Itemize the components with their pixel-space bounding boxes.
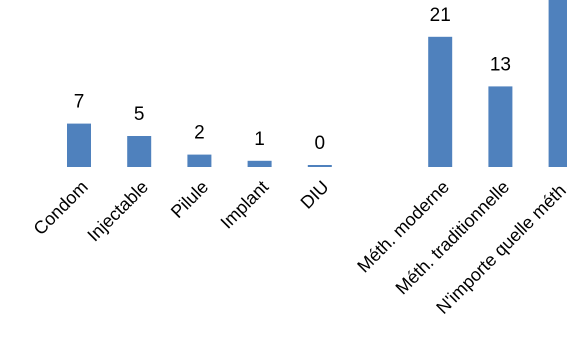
category-label-diu: DIU: [297, 177, 333, 213]
category-label-injectable: Injectable: [83, 177, 152, 246]
data-label-m-th-moderne: 21: [430, 5, 451, 26]
data-label-pilule: 2: [194, 123, 205, 144]
category-label-m-th-traditionnelle: Méth. traditionnelle: [392, 177, 514, 299]
data-label-injectable: 5: [134, 104, 145, 125]
data-label-condom: 7: [74, 92, 85, 113]
data-label-m-th-traditionnelle: 13: [490, 54, 511, 75]
bar-condom: [67, 123, 91, 167]
bar-m-th-traditionnelle: [488, 86, 513, 167]
data-label-implant: 1: [254, 129, 265, 150]
data-label-diu: 0: [315, 133, 326, 154]
bar-m-th-moderne: [428, 36, 453, 167]
category-label-condom: Condom: [30, 177, 92, 239]
bar-n-importe-quelle-m-th: [548, 0, 567, 168]
bar-injectable: [127, 136, 152, 167]
bar-pilule: [187, 154, 212, 167]
category-label-implant: Implant: [217, 177, 273, 233]
category-label-pilule: Pilule: [167, 177, 212, 222]
bars-group: [67, 0, 567, 168]
bar-implant: [247, 160, 272, 167]
bar-diu: [307, 165, 332, 167]
